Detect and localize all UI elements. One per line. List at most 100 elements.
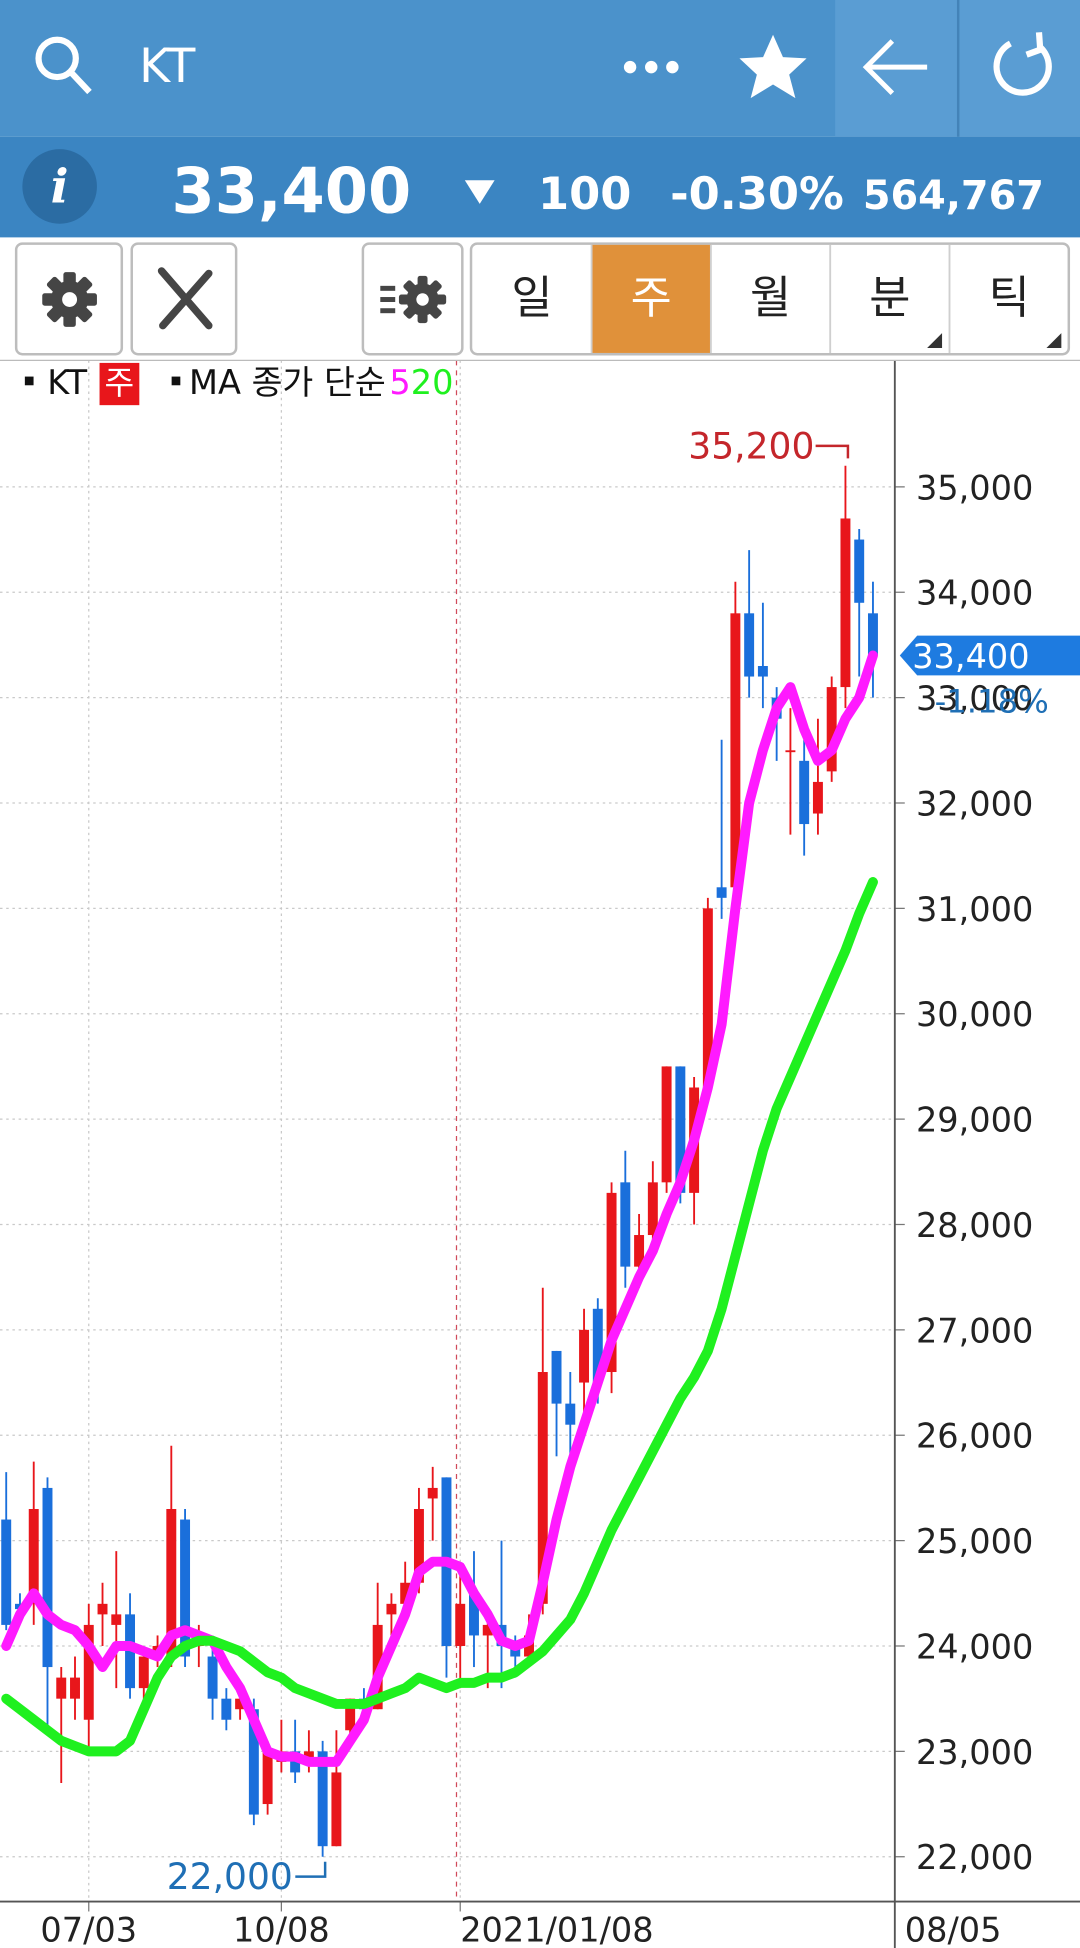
- tab[interactable]: 일: [511, 271, 552, 324]
- y-tick-label: 30,000: [916, 995, 1033, 1034]
- y-tick-label: 23,000: [916, 1733, 1033, 1772]
- candle-body: [70, 1677, 80, 1699]
- change: 100: [538, 167, 631, 220]
- candle-body: [111, 1614, 122, 1625]
- volume: 564,767: [863, 173, 1044, 219]
- candle-body: [551, 1350, 562, 1404]
- y-tick-label: 34,000: [916, 574, 1033, 613]
- legend-entry: KT: [47, 363, 87, 402]
- candle-body: [207, 1656, 218, 1699]
- candle-body: [537, 1372, 548, 1604]
- candle-body: [166, 1508, 177, 1657]
- candle-body: [510, 1645, 521, 1657]
- candle-body: [180, 1519, 191, 1657]
- candle-body: [661, 1066, 672, 1183]
- tools-icon: [157, 267, 213, 330]
- last-price-label: 33,400: [912, 637, 1029, 676]
- candle-body: [221, 1698, 232, 1720]
- back-button[interactable]: [862, 39, 928, 95]
- candle-body: [840, 518, 851, 688]
- refresh-button[interactable]: [993, 32, 1052, 96]
- y-tick-label: 22,000: [916, 1838, 1033, 1877]
- tab[interactable]: 월: [750, 271, 791, 324]
- end-date-label: 08/05: [905, 1910, 1002, 1948]
- more-button[interactable]: [623, 60, 679, 74]
- high-label: 35,200: [688, 426, 814, 467]
- last-price-tag: [899, 635, 1080, 676]
- low-pointer: [295, 1861, 327, 1878]
- candle-body: [579, 1329, 590, 1383]
- candle-body: [386, 1603, 397, 1615]
- candle-body: [675, 1066, 686, 1193]
- y-tick-label: 27,000: [916, 1311, 1033, 1350]
- candle-body: [262, 1751, 273, 1805]
- search-button[interactable]: [35, 36, 92, 95]
- x-tick-label: 07/03: [40, 1910, 137, 1948]
- moving-average-line: [1, 877, 878, 1757]
- legend-marker: [171, 376, 181, 386]
- info-button[interactable]: [22, 149, 97, 224]
- ma-label: MA 종가 단순: [189, 363, 386, 402]
- y-tick-label: 33,000: [916, 679, 1033, 718]
- down-arrow: [464, 180, 495, 204]
- interval-label: 주: [105, 364, 135, 402]
- candle-body: [565, 1403, 576, 1425]
- candle-body: [400, 1582, 411, 1604]
- candle-body: [634, 1235, 645, 1267]
- y-tick-label: 24,000: [916, 1627, 1033, 1666]
- candle-body: [469, 1593, 479, 1636]
- candle-body: [482, 1624, 493, 1636]
- candle-body: [606, 1192, 617, 1373]
- candle-body: [812, 781, 823, 814]
- candle-body: [455, 1603, 466, 1646]
- tab[interactable]: 주: [631, 271, 672, 324]
- candle-body: [744, 613, 755, 677]
- y-tick-label: 32,000: [916, 784, 1033, 823]
- candle-body: [730, 613, 741, 888]
- candle-body: [83, 1624, 94, 1720]
- candle-body: [28, 1508, 39, 1604]
- indicator-icon: [380, 275, 447, 324]
- change-pct: -0.30%: [670, 167, 844, 220]
- y-tick-label: 35,000: [916, 468, 1033, 507]
- tab-dropdown-mark: [1046, 333, 1062, 348]
- candle-body: [867, 613, 878, 656]
- interval-badge: [99, 362, 140, 406]
- candle-body: [138, 1656, 149, 1689]
- candle-body: [248, 1709, 259, 1815]
- tab[interactable]: 분: [869, 271, 910, 324]
- moving-average-line: [1, 650, 878, 1767]
- last-change-label: -1.18%: [935, 683, 1049, 721]
- candle-body: [427, 1487, 438, 1499]
- y-tick-label: 28,000: [916, 1206, 1033, 1245]
- candle-body: [56, 1677, 67, 1699]
- candle-body: [592, 1308, 603, 1383]
- chart: 22,000 23,000 24,000 25,000 26,000 27,000 28,0…: [0, 359, 1080, 1948]
- y-tick-label: 25,000: [916, 1522, 1033, 1561]
- candle-body: [235, 1698, 246, 1710]
- favorite-button[interactable]: [739, 34, 807, 99]
- legend-entry: 5: [389, 363, 410, 402]
- candle-body: [331, 1772, 342, 1847]
- legend-entry: 20: [411, 363, 454, 402]
- candle-body: [1, 1519, 12, 1625]
- candle-body: [854, 539, 865, 603]
- y-tick-label: 31,000: [916, 890, 1033, 929]
- tab[interactable]: 틱: [989, 271, 1030, 324]
- candle-body: [620, 1182, 631, 1267]
- candle-body: [757, 666, 768, 677]
- legend-marker: [24, 376, 34, 386]
- candle-body: [42, 1487, 53, 1668]
- x-tick-label: 10/08: [233, 1910, 330, 1948]
- info-icon[interactable]: i: [51, 160, 69, 215]
- tab-selected-bg: [591, 244, 711, 353]
- candle-body: [317, 1751, 328, 1847]
- candle-body: [345, 1698, 356, 1731]
- low-label: 22,000: [167, 1857, 293, 1898]
- tab-dropdown-mark: [927, 333, 943, 348]
- candle-body: [826, 687, 837, 772]
- candle-body: [799, 760, 810, 825]
- search-text[interactable]: KT: [139, 39, 195, 94]
